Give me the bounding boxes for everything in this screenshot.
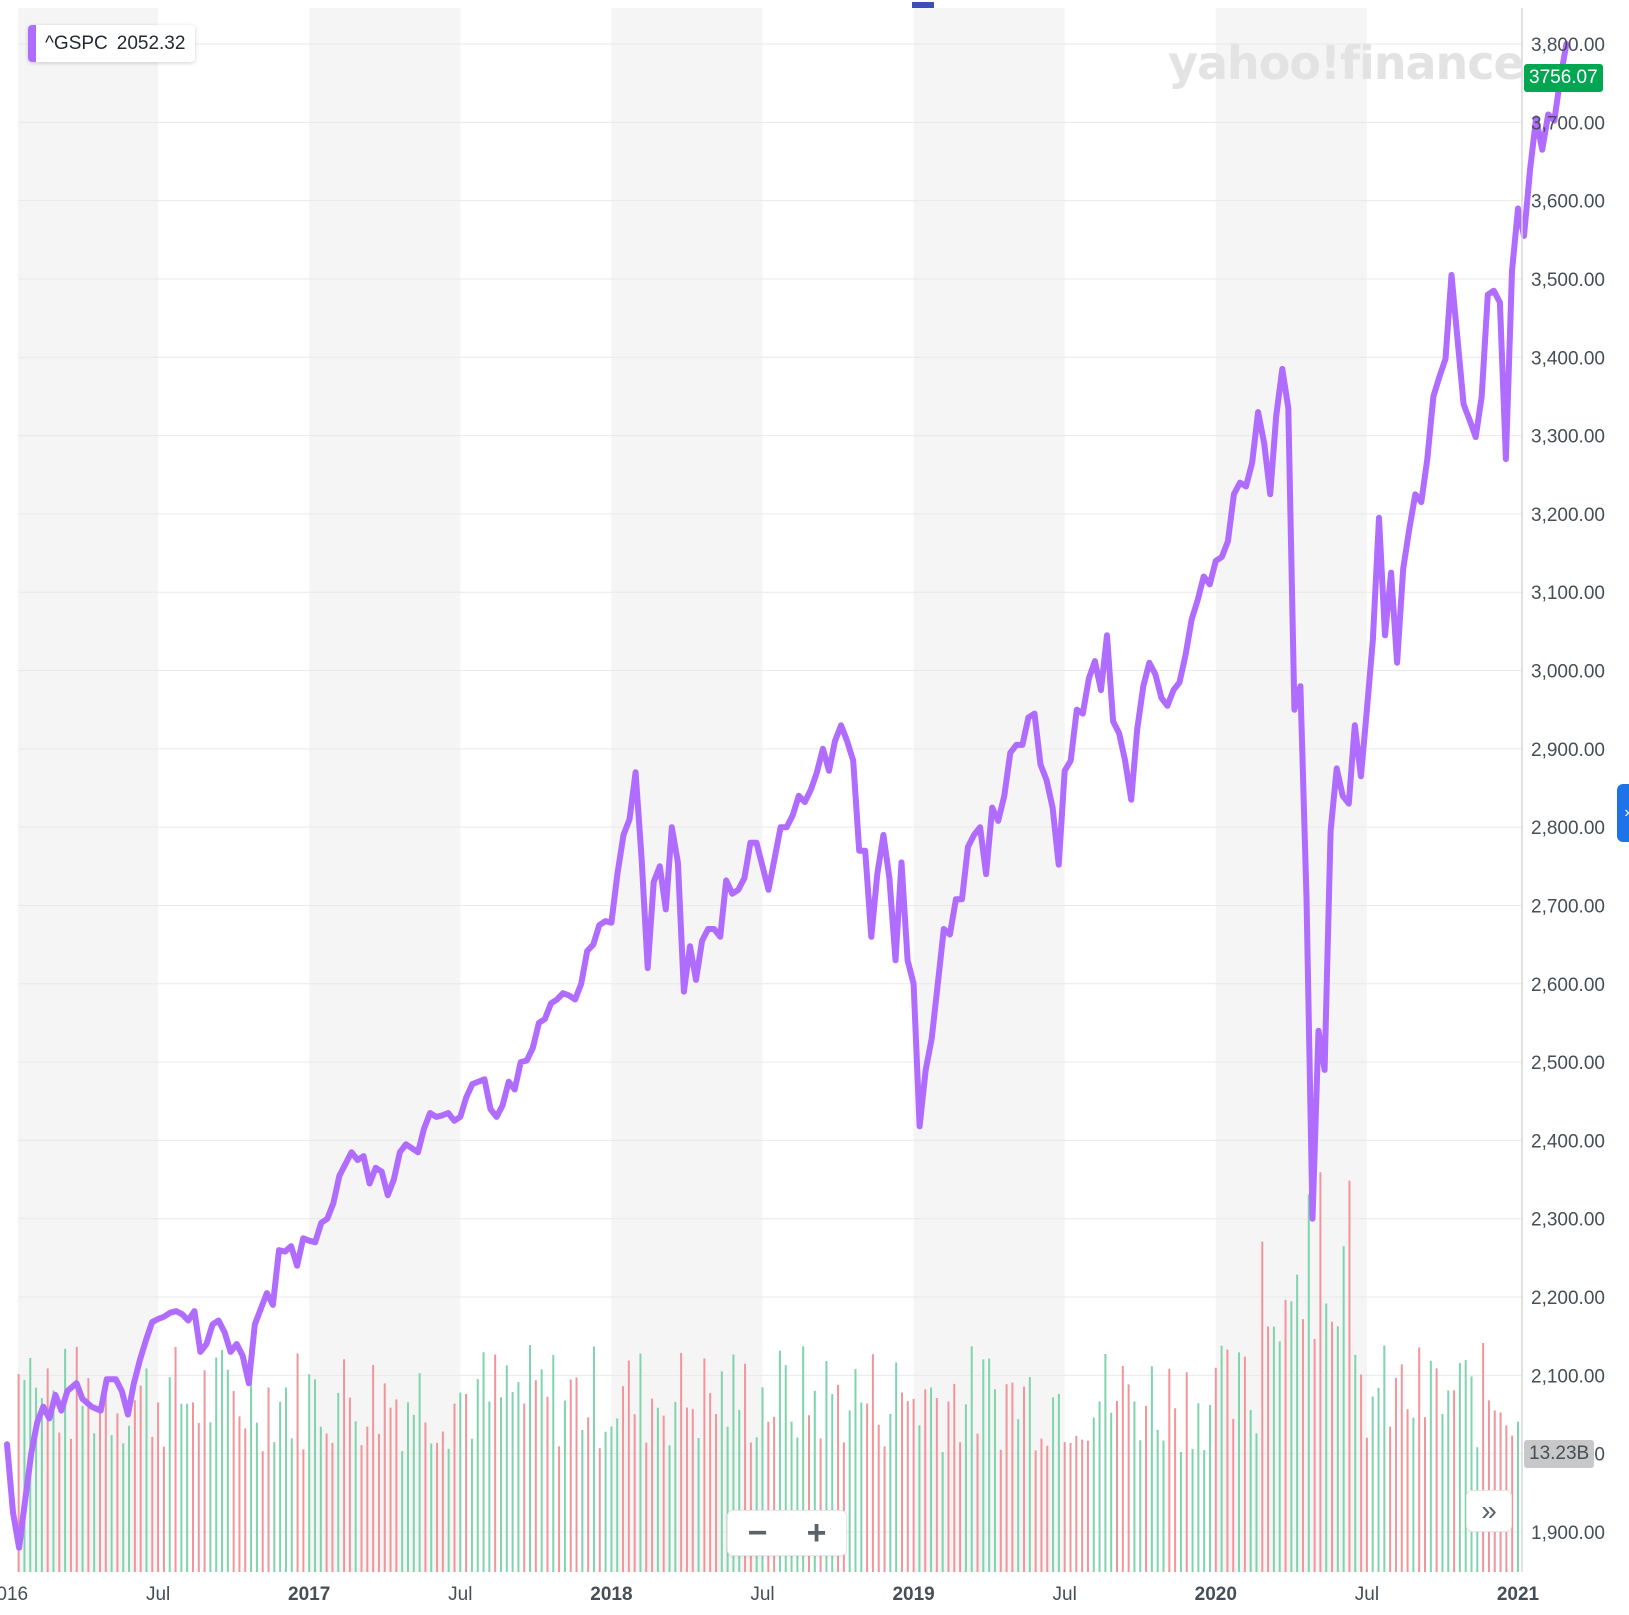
y-tick-label: 3,500.00 <box>1531 270 1605 291</box>
y-tick-label: 2,500.00 <box>1531 1053 1605 1074</box>
y-tick-label: 3,800.00 <box>1531 35 1605 56</box>
x-tick-label: 2016 <box>0 1584 28 1605</box>
yahoo-finance-logo: yahoo!finance <box>1168 36 1525 90</box>
half-year-band <box>18 8 159 1572</box>
zoom-controls: − + <box>727 1510 847 1556</box>
half-year-band <box>913 8 1065 1572</box>
x-tick-label: 2018 <box>590 1584 632 1605</box>
y-tick-label: 3,100.00 <box>1531 583 1605 604</box>
x-tick-label: 2021 <box>1497 1584 1540 1605</box>
legend-value: 2052.32 <box>116 32 186 54</box>
y-tick-label: 2,700.00 <box>1531 896 1605 917</box>
gridlines <box>18 43 1522 1533</box>
x-tick-label: 2017 <box>288 1584 330 1605</box>
price-line <box>4 41 1570 1551</box>
x-tick-label: Jul <box>750 1584 774 1605</box>
legend-symbol: ^GSPC <box>45 32 108 54</box>
x-tick-label: Jul <box>448 1584 472 1605</box>
legend-swatch <box>28 25 36 62</box>
y-axis-ticks: 3,800.00 3,700.00 3,600.00 3,500.00 3,400.00… <box>1531 35 1605 1544</box>
alternating-bands <box>18 8 1367 1572</box>
y-tick-label: 2,200.00 <box>1531 1288 1605 1309</box>
last-price-badge: 3756.07 <box>1524 64 1603 92</box>
half-year-band <box>309 8 461 1572</box>
y-tick-label: 3,600.00 <box>1531 192 1605 213</box>
y-tick-label: 2,800.00 <box>1531 818 1605 839</box>
y-tick-label: 3,400.00 <box>1531 348 1605 369</box>
last-volume-badge: 13.23B <box>1524 1440 1595 1468</box>
y-tick-label: 1,900.00 <box>1531 1523 1605 1544</box>
chevron-right-icon[interactable]: › <box>1617 784 1629 842</box>
y-tick-label: 2,100.00 <box>1531 1366 1605 1387</box>
double-chevron-right-icon[interactable]: » <box>1466 1490 1512 1532</box>
x-tick-label: 2019 <box>892 1584 934 1605</box>
y-tick-label: 3,700.00 <box>1531 113 1605 134</box>
range-marker[interactable] <box>912 2 934 8</box>
x-tick-label: Jul <box>146 1584 170 1605</box>
series-legend[interactable]: ^GSPC 2052.32 <box>28 25 196 62</box>
zoom-out-button[interactable]: − <box>747 1514 768 1552</box>
y-tick-label: 2,600.00 <box>1531 975 1605 996</box>
x-tick-label: 2020 <box>1195 1584 1237 1605</box>
zoom-in-button[interactable]: + <box>806 1514 827 1552</box>
y-tick-label: 2,400.00 <box>1531 1131 1605 1152</box>
y-tick-label: 3,200.00 <box>1531 505 1605 526</box>
x-tick-label: Jul <box>1355 1584 1379 1605</box>
y-tick-label: 2,900.00 <box>1531 740 1605 761</box>
y-tick-label: 3,000.00 <box>1531 662 1605 683</box>
y-tick-label: 3,300.00 <box>1531 427 1605 448</box>
y-tick-label: 2,300.00 <box>1531 1210 1605 1231</box>
volume-bars <box>17 1172 1519 1572</box>
x-axis-ticks: 2016 Jul 2017 Jul 2018 Jul 2019 Jul 2020 Jul 2021 <box>0 1584 1540 1605</box>
x-tick-label: Jul <box>1053 1584 1077 1605</box>
